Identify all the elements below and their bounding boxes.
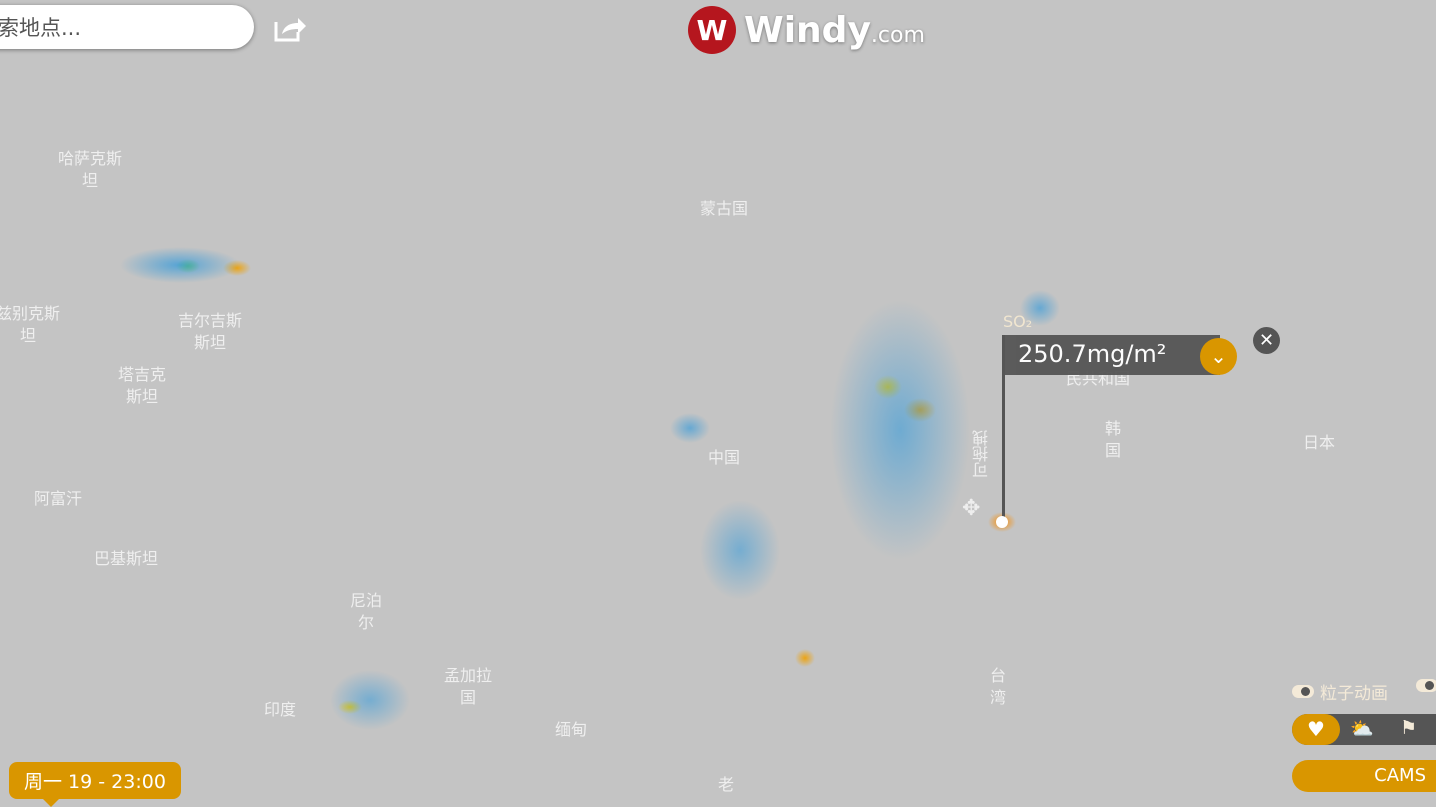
search-box[interactable]: [0, 5, 254, 51]
picker-line: [1002, 335, 1005, 523]
toggle-switch-icon[interactable]: [1416, 679, 1436, 692]
map-label: 日本: [1303, 433, 1336, 452]
map-label: 老: [718, 775, 735, 794]
map-label: 韩 国: [1105, 419, 1122, 460]
windsock-icon[interactable]: ⚑: [1400, 717, 1418, 739]
map-label: 缅甸: [555, 720, 588, 739]
picker-value: 250.7mg/m²: [1018, 340, 1167, 368]
search-input[interactable]: [0, 5, 240, 51]
logo-name: Windy: [744, 9, 871, 51]
map-label: 吉尔吉斯 斯坦: [178, 311, 243, 352]
map-label: 蒙古国: [700, 199, 749, 218]
map-label: 巴基斯坦: [94, 549, 159, 568]
map-label: 塔吉克 斯坦: [118, 365, 167, 406]
map-label: 兹别克斯 坦: [0, 304, 61, 345]
windy-logo-icon: W: [688, 6, 736, 54]
menu-bar: ♥ ⛅ ⚑: [1292, 714, 1436, 745]
chevron-down-icon[interactable]: ⌄: [1200, 338, 1237, 375]
toggle-switch-icon[interactable]: [1292, 685, 1314, 698]
map-label: 印度: [264, 700, 297, 719]
move-icon[interactable]: ✥: [962, 496, 981, 521]
close-icon[interactable]: ✕: [1253, 327, 1280, 354]
share-icon[interactable]: [272, 12, 308, 44]
map-label: 阿富汗: [34, 489, 83, 508]
map-label: 哈萨克斯 坦: [58, 149, 123, 190]
model-button[interactable]: CAMS: [1292, 760, 1436, 792]
picker-value-box: 250.7mg/m²: [1002, 335, 1220, 375]
logo-suffix: .com: [870, 22, 925, 48]
picker-pin[interactable]: [996, 516, 1008, 528]
heart-icon[interactable]: ♥: [1292, 714, 1340, 745]
weather-icon[interactable]: ⛅: [1350, 718, 1374, 740]
map-label: 孟加拉 国: [444, 666, 493, 707]
timeline-current[interactable]: 周一 19 - 23:00: [9, 762, 181, 807]
particles-label: 粒子动画: [1320, 684, 1388, 704]
second-toggle[interactable]: [1416, 679, 1436, 692]
map-label: 尼泊 尔: [350, 591, 383, 632]
map-label: 台 湾: [990, 666, 1007, 707]
map-label: 中国: [708, 448, 741, 467]
particles-toggle[interactable]: 粒子动画: [1292, 679, 1388, 704]
windy-logo[interactable]: W Windy.com: [688, 6, 925, 54]
drag-hint: 可拖拽: [972, 430, 991, 478]
picker-layer-label: SO₂: [1003, 312, 1033, 331]
